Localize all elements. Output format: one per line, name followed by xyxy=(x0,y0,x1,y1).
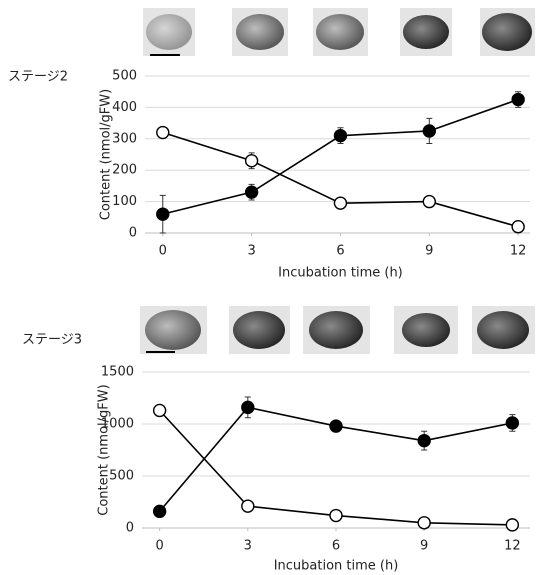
marker xyxy=(512,94,524,106)
marker xyxy=(506,417,518,429)
x-tick-label: 9 xyxy=(425,244,433,259)
marker xyxy=(242,500,254,512)
bean-photos-top xyxy=(143,8,535,56)
marker xyxy=(330,420,342,432)
marker xyxy=(418,435,430,447)
y-axis-label: Content (nmol/gFW) xyxy=(99,89,114,220)
x-tick-label: 3 xyxy=(244,539,252,554)
marker xyxy=(512,221,524,233)
chart-title: ステージ2 xyxy=(8,70,68,85)
marker xyxy=(242,401,254,413)
y-tick-label: 200 xyxy=(112,163,137,178)
x-tick-label: 0 xyxy=(159,244,167,259)
marker xyxy=(157,208,169,220)
x-axis-label: Incubation time (h) xyxy=(278,266,403,281)
x-tick-label: 0 xyxy=(155,539,163,554)
marker xyxy=(334,130,346,142)
y-tick-label: 500 xyxy=(109,469,134,484)
x-tick-label: 6 xyxy=(336,244,344,259)
marker xyxy=(154,505,166,517)
x-tick-label: 6 xyxy=(332,539,340,554)
y-tick-label: 1500 xyxy=(101,365,134,380)
marker xyxy=(157,127,169,139)
marker xyxy=(330,510,342,522)
chart-panel: ステージ2 0 100 200 300 400 500 0 3 6 9 12 Incubation ti… xyxy=(8,69,530,281)
figure: ステージ20100200300400500036912Incubation ti… xyxy=(0,0,538,575)
marker xyxy=(246,186,258,198)
y-axis-label: Content (nmol/gFW) xyxy=(97,384,112,515)
x-tick-label: 12 xyxy=(504,539,521,554)
x-axis-label: Incubation time (h) xyxy=(274,559,399,574)
marker xyxy=(423,125,435,137)
x-tick-label: 3 xyxy=(247,244,255,259)
series-line xyxy=(163,133,518,227)
marker xyxy=(418,517,430,529)
x-tick-label: 9 xyxy=(420,539,428,554)
marker xyxy=(154,404,166,416)
y-tick-label: 500 xyxy=(112,69,137,84)
marker xyxy=(423,196,435,208)
marker xyxy=(246,155,258,167)
y-tick-label: 400 xyxy=(112,100,137,115)
chart-title: ステージ3 xyxy=(22,333,82,348)
y-tick-label: 0 xyxy=(129,226,137,241)
marker xyxy=(506,519,518,531)
y-tick-label: 0 xyxy=(126,521,134,536)
bean-photos-bottom xyxy=(140,306,535,354)
y-tick-label: 300 xyxy=(112,131,137,146)
marker xyxy=(334,197,346,209)
y-tick-label: 100 xyxy=(112,194,137,209)
x-tick-label: 12 xyxy=(510,244,527,259)
